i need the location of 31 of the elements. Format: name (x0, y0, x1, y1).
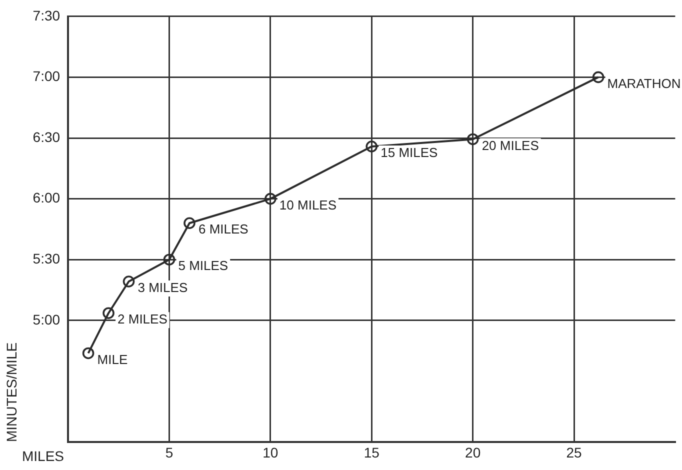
annotation: 20 MILES (482, 138, 540, 153)
x-tick-label: 5 (165, 444, 174, 460)
annotation: 6 MILES (198, 222, 249, 237)
annotation: 2 MILES (118, 312, 168, 327)
y-tick-label: 7:00 (32, 68, 60, 84)
point (466, 133, 479, 146)
point (184, 217, 196, 230)
annotation: 10 MILES (279, 197, 337, 212)
point (264, 192, 276, 205)
annotation: 15 MILES (380, 145, 438, 160)
y-tick-label: 6:00 (32, 190, 60, 206)
annotation: 3 MILES (138, 280, 188, 296)
x-tick-label: 25 (566, 444, 582, 460)
x-tick-label: 15 (364, 444, 380, 460)
annotation: MILE (97, 352, 128, 367)
point (592, 71, 604, 84)
x-axis-title: MILES (22, 448, 64, 464)
point (366, 140, 378, 152)
point (122, 276, 135, 288)
annotation: 5 MILES (178, 258, 228, 274)
x-tick-label: 10 (262, 444, 278, 460)
y-axis-title: MINUTES/MILE (3, 342, 20, 442)
point (82, 347, 94, 360)
point (102, 307, 114, 320)
y-tick-label: 5:30 (32, 250, 60, 266)
y-tick-label: 7:30 (32, 7, 60, 24)
point (163, 254, 176, 266)
annotation: MARATHON (607, 76, 681, 91)
y-tick-label: 5:00 (32, 311, 60, 328)
y-tick-label: 6:30 (32, 128, 60, 145)
x-tick-label: 20 (465, 444, 481, 460)
